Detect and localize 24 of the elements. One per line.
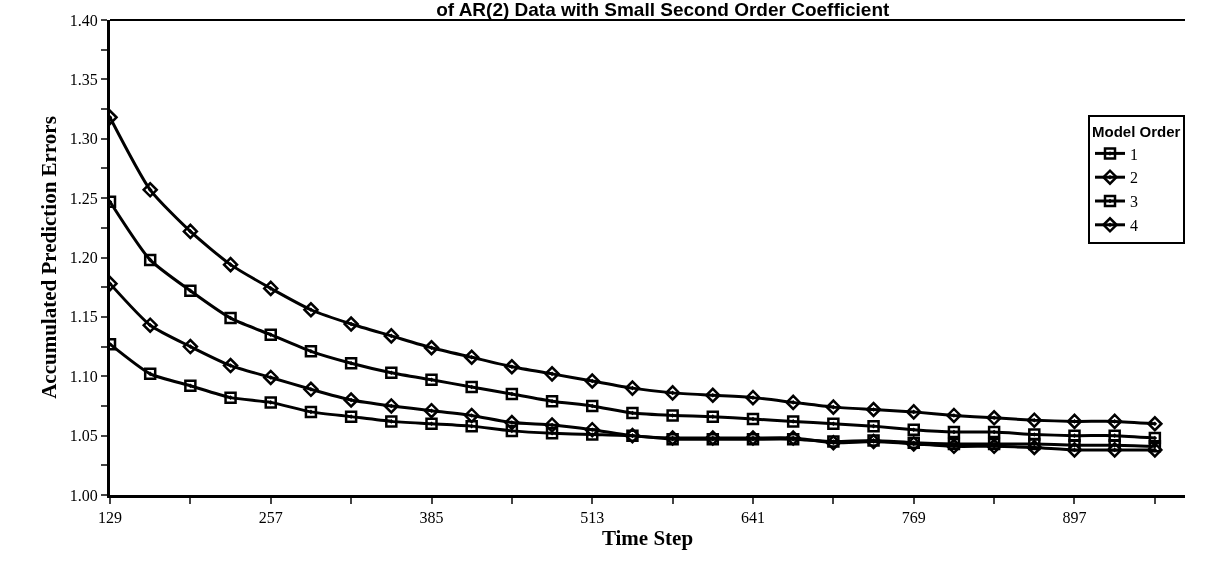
chart-title: of AR(2) Data with Small Second Order Coefficient <box>436 0 891 21</box>
y-tick-label: 1.30 <box>69 130 98 148</box>
x-tick-label: 513 <box>580 509 605 527</box>
legend-title: Model Order <box>1092 122 1181 140</box>
y-tick-label: 1.25 <box>69 189 98 207</box>
y-tick-label: 1.00 <box>69 486 98 504</box>
y-tick-label: 1.35 <box>69 70 98 88</box>
x-axis-title: Time Step <box>601 526 694 551</box>
y-tick-label: 1.20 <box>69 249 98 267</box>
x-tick-label: 769 <box>901 509 926 527</box>
x-tick-label: 385 <box>419 509 444 527</box>
y-axis-title: Accumulated Prediction Errors <box>37 116 61 399</box>
legend-label: 4 <box>1130 217 1138 235</box>
x-tick-label: 897 <box>1062 509 1087 527</box>
y-tick-label: 1.40 <box>69 11 98 29</box>
x-tick-label: 257 <box>258 509 283 527</box>
legend-label: 1 <box>1130 145 1138 163</box>
y-tick-label: 1.15 <box>69 308 98 326</box>
legend-label: 3 <box>1130 193 1138 211</box>
x-tick-label: 641 <box>740 509 765 527</box>
x-tick-label: 129 <box>98 509 122 527</box>
legend-label: 2 <box>1130 169 1138 187</box>
y-tick-label: 1.05 <box>69 427 98 445</box>
y-tick-label: 1.10 <box>69 367 98 385</box>
